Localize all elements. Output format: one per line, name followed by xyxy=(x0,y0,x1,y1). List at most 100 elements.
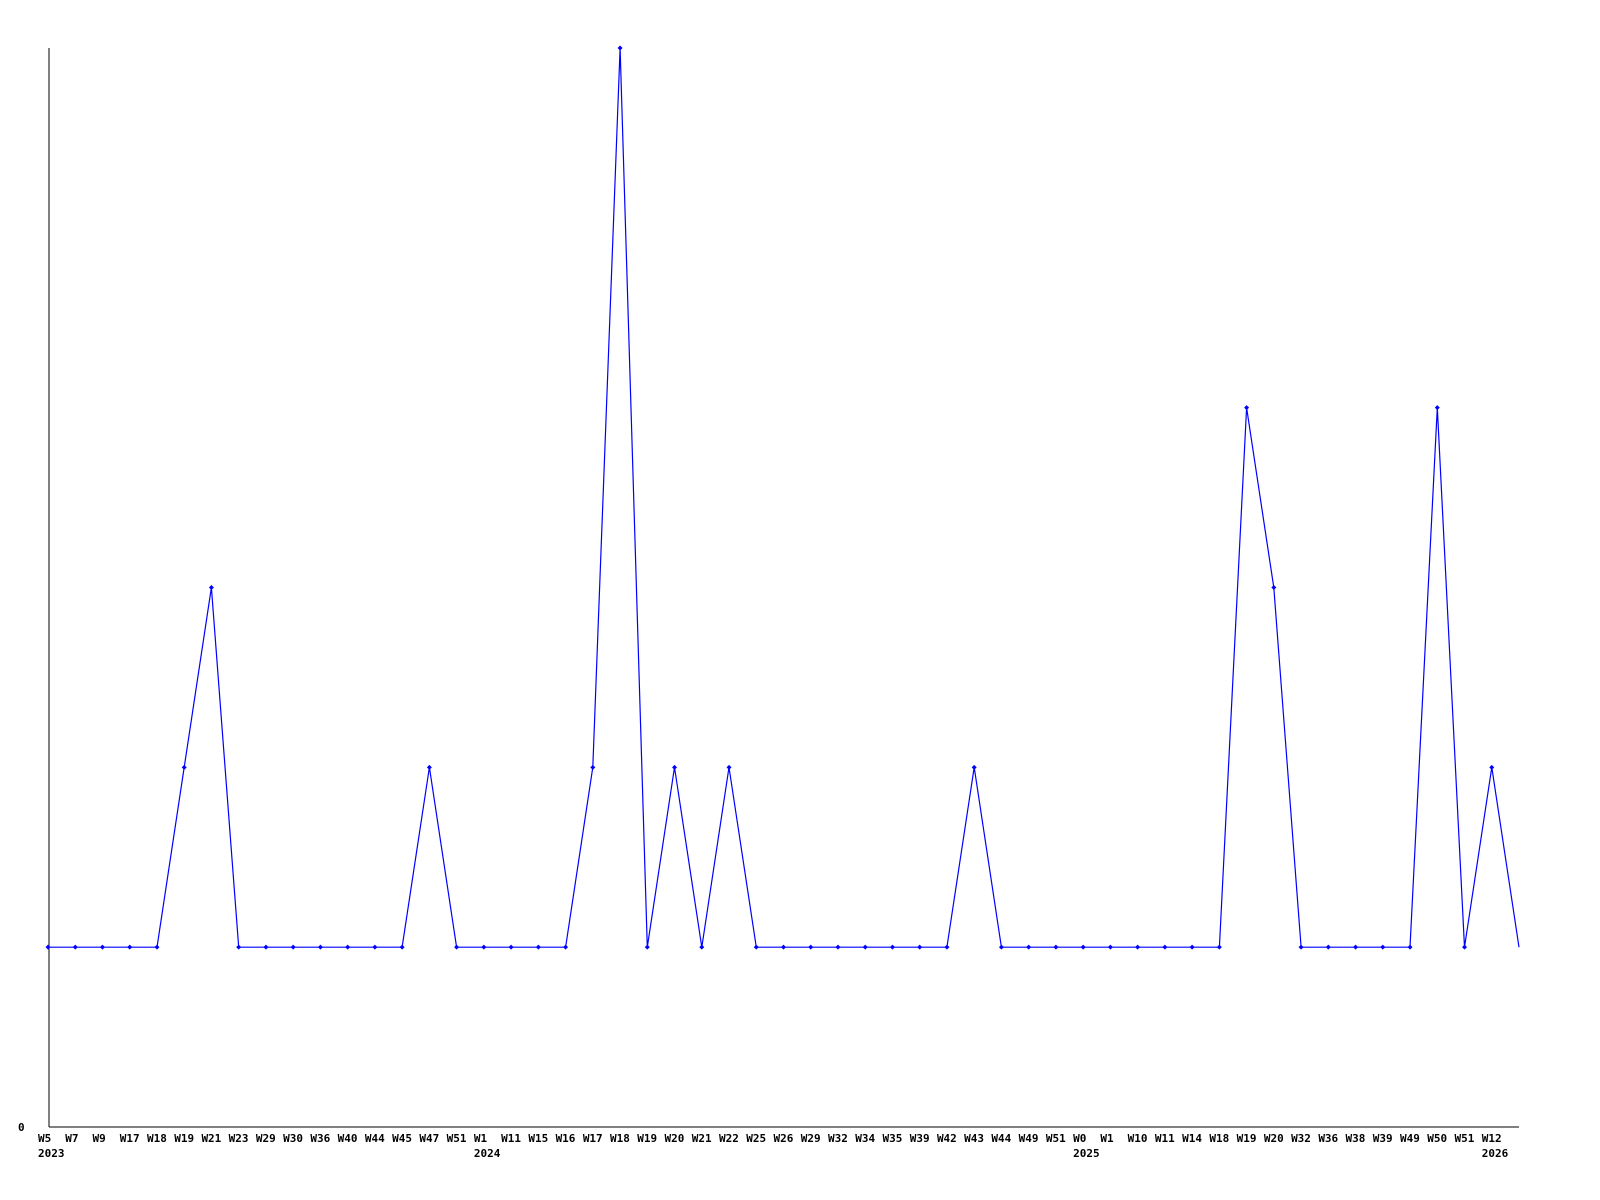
x-year-label: 2024 xyxy=(474,1147,501,1160)
x-tick-label: W39 xyxy=(1373,1132,1393,1145)
x-tick-label: W51 xyxy=(1046,1132,1066,1145)
data-point xyxy=(345,944,351,950)
data-point xyxy=(1135,944,1141,950)
data-point xyxy=(1462,944,1468,950)
data-point xyxy=(1162,944,1168,950)
data-point xyxy=(971,764,977,770)
x-tick-label: W43 xyxy=(964,1132,984,1145)
x-tick-label: W19 xyxy=(637,1132,657,1145)
data-point xyxy=(781,944,786,950)
x-tick-label: W26 xyxy=(774,1132,794,1145)
data-point xyxy=(372,944,378,950)
data-point xyxy=(1298,944,1304,950)
x-tick-label: W51 xyxy=(447,1132,467,1145)
data-point xyxy=(508,944,514,950)
data-point xyxy=(672,764,678,770)
x-tick-label: W1 xyxy=(474,1132,488,1145)
x-tick-label: W20 xyxy=(1264,1132,1284,1145)
data-point xyxy=(862,944,868,950)
x-tick-label: W5 xyxy=(38,1132,51,1145)
x-tick-label: W45 xyxy=(392,1132,412,1145)
y-tick-label: 0 xyxy=(18,1121,25,1134)
data-point xyxy=(917,944,923,950)
data-point xyxy=(726,764,732,770)
x-tick-label: W18 xyxy=(147,1132,167,1145)
data-point xyxy=(1244,405,1250,411)
data-point xyxy=(1216,944,1222,950)
x-tick-label: W18 xyxy=(1209,1132,1229,1145)
x-tick-label: W50 xyxy=(1427,1132,1447,1145)
x-tick-label: W19 xyxy=(174,1132,194,1145)
x-tick-label: W29 xyxy=(256,1132,276,1145)
data-point xyxy=(563,944,569,950)
data-point xyxy=(1026,944,1032,950)
data-point xyxy=(1053,944,1059,950)
x-tick-label: W25 xyxy=(746,1132,766,1145)
data-point xyxy=(1107,944,1113,950)
data-point xyxy=(998,944,1004,950)
x-tick-label: W44 xyxy=(991,1132,1011,1145)
x-tick-label: W11 xyxy=(1155,1132,1175,1145)
x-tick-label: W29 xyxy=(801,1132,821,1145)
x-tick-label: W18 xyxy=(610,1132,630,1145)
data-point xyxy=(72,944,78,950)
x-tick-label: W44 xyxy=(365,1132,385,1145)
data-point xyxy=(454,944,460,950)
data-point xyxy=(1407,944,1413,950)
data-point xyxy=(481,944,487,950)
data-point xyxy=(1080,944,1086,950)
data-point xyxy=(1434,405,1440,411)
data-point xyxy=(290,944,296,950)
x-tick-label: W21 xyxy=(692,1132,712,1145)
data-point xyxy=(181,764,187,770)
x-tick-label: W39 xyxy=(910,1132,930,1145)
x-tick-label: W51 xyxy=(1455,1132,1475,1145)
x-tick-label: W32 xyxy=(1291,1132,1311,1145)
x-tick-label: W16 xyxy=(556,1132,576,1145)
data-point xyxy=(835,944,841,950)
x-tick-label: W49 xyxy=(1019,1132,1039,1145)
x-tick-label: W36 xyxy=(310,1132,330,1145)
data-point xyxy=(45,944,51,950)
data-point xyxy=(617,45,623,51)
data-point xyxy=(1380,944,1386,950)
data-point xyxy=(1489,764,1495,770)
x-tick-label: W23 xyxy=(229,1132,249,1145)
x-tick-label: W12 xyxy=(1482,1132,1502,1145)
data-point xyxy=(208,585,214,590)
data-point xyxy=(263,944,269,950)
data-point xyxy=(753,944,759,950)
x-tick-label: W30 xyxy=(283,1132,303,1145)
data-point xyxy=(590,764,596,770)
x-tick-label: W14 xyxy=(1182,1132,1202,1145)
x-tick-label: W40 xyxy=(338,1132,358,1145)
data-point xyxy=(99,944,105,950)
x-tick-label: W0 xyxy=(1073,1132,1086,1145)
x-tick-label: W35 xyxy=(882,1132,902,1145)
data-point xyxy=(317,944,323,950)
x-tick-label: W49 xyxy=(1400,1132,1420,1145)
x-tick-label: W10 xyxy=(1128,1132,1148,1145)
data-point xyxy=(399,944,405,950)
x-tick-label: W22 xyxy=(719,1132,739,1145)
data-point xyxy=(127,944,133,950)
data-point xyxy=(1325,944,1331,950)
x-tick-label: W11 xyxy=(501,1132,521,1145)
x-tick-label: W20 xyxy=(665,1132,685,1145)
x-tick-label: W17 xyxy=(583,1132,603,1145)
data-point xyxy=(236,944,242,950)
x-tick-label: W9 xyxy=(92,1132,105,1145)
x-tick-label: W21 xyxy=(201,1132,221,1145)
x-tick-label: W15 xyxy=(528,1132,548,1145)
x-tick-label: W47 xyxy=(419,1132,439,1145)
x-tick-label: W19 xyxy=(1237,1132,1257,1145)
x-year-label: 2025 xyxy=(1073,1147,1100,1160)
x-tick-label: W36 xyxy=(1318,1132,1338,1145)
data-point xyxy=(426,764,432,770)
data-point xyxy=(535,944,541,950)
x-year-label: 2026 xyxy=(1482,1147,1509,1160)
x-tick-label: W1 xyxy=(1100,1132,1114,1145)
data-point xyxy=(1189,944,1195,950)
x-tick-label: W34 xyxy=(855,1132,875,1145)
